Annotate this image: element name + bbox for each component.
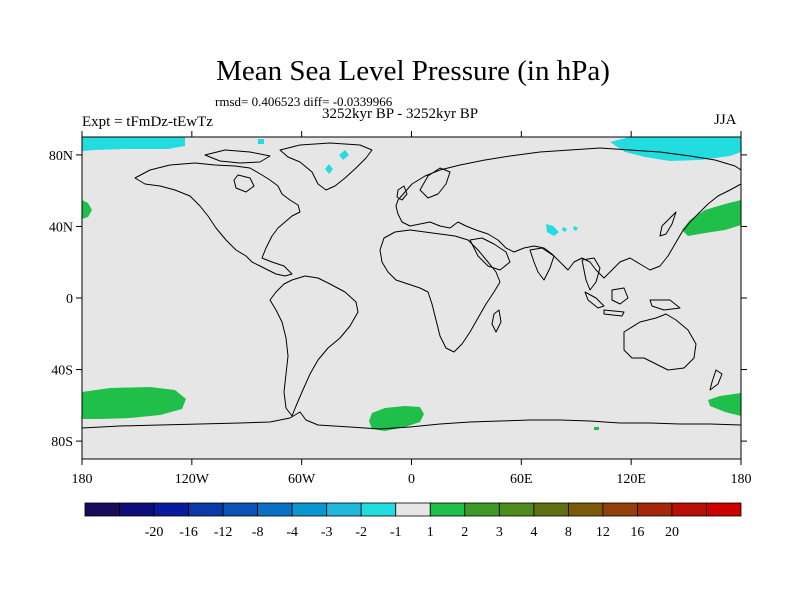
coast-madagascar — [491, 309, 502, 333]
colorbar-swatch — [257, 502, 293, 517]
lat-tick-label: 0 — [66, 292, 73, 307]
colorbar-label: -8 — [252, 525, 264, 540]
experiment-label: Expt = tFmDz-tEwTz — [82, 114, 213, 130]
lon-tick-label: 180 — [72, 472, 93, 487]
coast-australia — [623, 313, 697, 371]
lat-tick-label: 40S — [51, 364, 73, 379]
anomaly-arctic-north-siberia — [610, 137, 741, 161]
colorbar-swatch — [395, 502, 431, 517]
lon-tick-label: 0 — [408, 472, 415, 487]
coast-south-america — [269, 275, 359, 417]
coast-java — [603, 309, 625, 317]
colorbar-swatch — [84, 502, 120, 517]
colorbar-label: -4 — [286, 525, 298, 540]
colorbar-swatch — [188, 502, 224, 517]
anomaly-tibet-small-2 — [573, 226, 578, 231]
colorbar-swatch — [464, 502, 500, 517]
colorbar-swatch — [706, 502, 742, 517]
colorbar-swatch — [153, 502, 189, 517]
colorbar-label: 4 — [530, 525, 537, 540]
anomaly-tibet — [546, 224, 559, 236]
colorbar-label: 1 — [427, 525, 434, 540]
colorbar-label: -3 — [321, 525, 333, 540]
colorbar-label: 12 — [596, 525, 610, 540]
anomaly-north-atlantic-edge — [82, 200, 92, 219]
coast-indochina — [581, 257, 601, 291]
colorbar-swatch — [119, 502, 155, 517]
colorbar-swatch — [671, 502, 707, 517]
coast-hudson-bay — [233, 174, 255, 193]
season-label: JJA — [714, 112, 737, 128]
anomaly-south-pacific — [82, 387, 186, 419]
lon-tick-label: 180 — [731, 472, 752, 487]
coast-sumatra — [584, 291, 605, 309]
colorbar-label: 20 — [665, 525, 679, 540]
colorbar-label: -20 — [145, 525, 164, 540]
colorbar-swatch — [222, 502, 259, 517]
colorbar-label: -16 — [179, 525, 198, 540]
coast-greenland — [279, 142, 373, 191]
anomaly-arctic-north-pacific — [82, 137, 185, 151]
coast-north-america — [134, 162, 301, 277]
lon-tick-label: 120E — [616, 472, 646, 487]
colorbar-label: 2 — [461, 525, 468, 540]
colorbar-swatch — [567, 502, 604, 517]
coast-japan — [659, 211, 677, 237]
coast-antarctica — [82, 411, 741, 430]
anomaly-shading — [82, 137, 741, 431]
coast-british-isles — [396, 185, 408, 201]
colorbar-swatch — [602, 502, 638, 517]
colorbar-label: -2 — [355, 525, 367, 540]
coast-africa — [379, 229, 501, 353]
coast-india — [529, 247, 555, 281]
coast-scandinavia — [419, 167, 451, 199]
anomaly-southern-ocean-dot — [594, 427, 599, 430]
colorbar-label: 3 — [496, 525, 503, 540]
coast-new-guinea — [649, 299, 681, 311]
plot-background — [82, 137, 741, 459]
colorbar-label: -1 — [390, 525, 402, 540]
coast-arabia — [469, 237, 511, 271]
colorbar-swatch — [498, 502, 535, 517]
colorbar-swatch — [533, 502, 569, 517]
map-title: Mean Sea Level Pressure (in hPa) — [216, 55, 610, 87]
colorbar-swatch — [326, 502, 362, 517]
coastlines — [82, 142, 741, 430]
coast-arctic-islands — [204, 149, 271, 164]
colorbar-swatch — [360, 502, 397, 517]
anomaly-arctic-small — [258, 139, 264, 144]
lon-tick-label: 60E — [510, 472, 533, 487]
lon-tick-label: 60W — [288, 472, 316, 487]
lat-tick-label: 80N — [49, 149, 73, 164]
lat-tick-label: 40N — [49, 220, 73, 235]
colorbar-swatch — [429, 502, 466, 517]
anomaly-greenland-1 — [339, 150, 349, 160]
anomaly-south-atlantic — [369, 406, 424, 431]
coast-borneo — [611, 287, 629, 305]
coast-eurasia — [395, 147, 741, 279]
coast-new-zealand — [709, 369, 723, 391]
colorbar-swatch — [637, 502, 673, 517]
colorbar-swatch — [291, 502, 328, 517]
time-period-label: 3252kyr BP - 3252kyr BP — [322, 106, 479, 122]
colorbar: -20 -16 -12 -8 -4 -3 -2 -1 1 2 3 4 8 12 16 20 — [84, 502, 742, 540]
lat-tick-label: 80S — [51, 435, 73, 450]
colorbar-label: 8 — [565, 525, 572, 540]
colorbar-label: 16 — [630, 525, 644, 540]
anomaly-north-pacific-east — [682, 200, 741, 236]
anomaly-tibet-small-1 — [562, 227, 567, 232]
axis-ticks: 80N 40N 0 40S 80S 180 120W 60W 0 60E 120E 180 — [49, 131, 752, 487]
rmsd-diff-stats: rmsd= 0.406523 diff= -0.0339966 — [215, 94, 393, 109]
colorbar-label: -12 — [214, 525, 233, 540]
anomaly-southern-ocean-east — [708, 393, 741, 416]
anomaly-greenland-2 — [325, 164, 333, 174]
lon-tick-label: 120W — [175, 472, 210, 487]
